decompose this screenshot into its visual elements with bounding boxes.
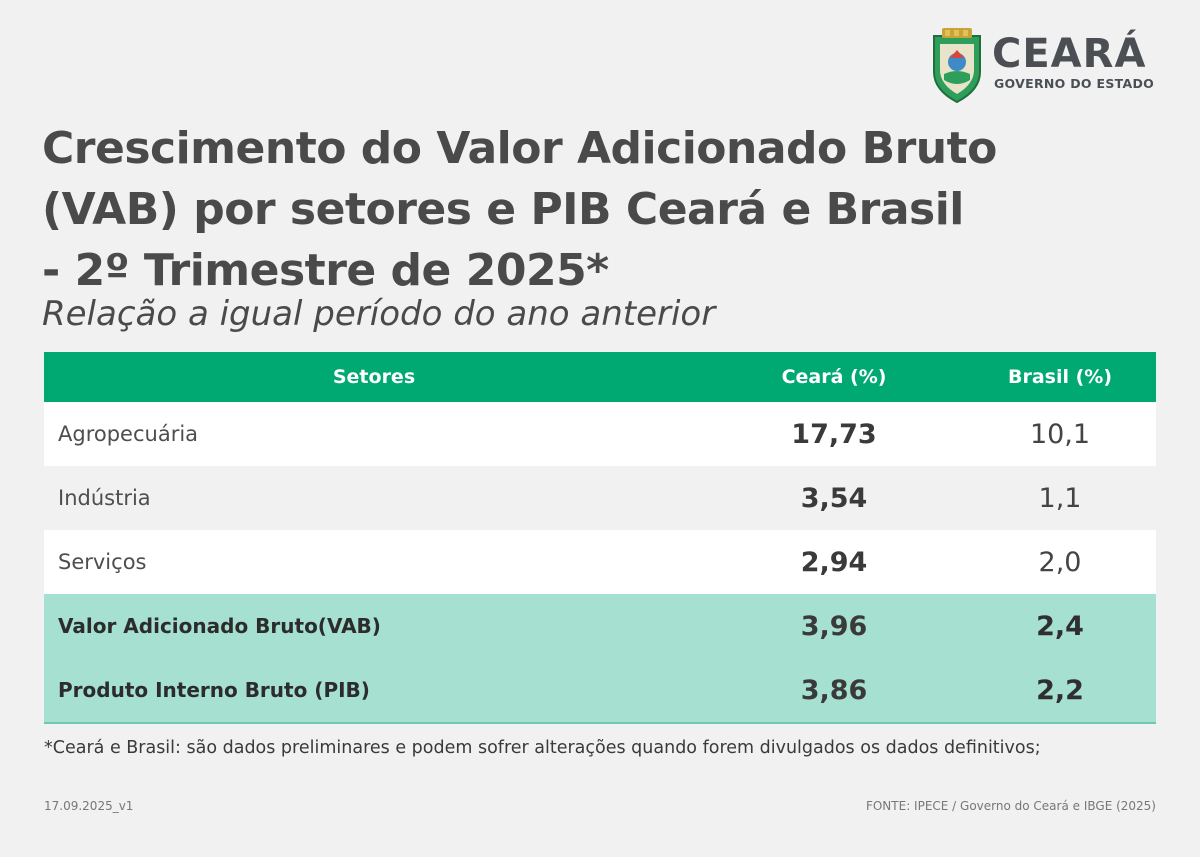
- page-subtitle: Relação a igual período do ano anterior: [42, 294, 716, 334]
- ceara-value: 3,96: [800, 610, 868, 642]
- row-label: Produto Interno Bruto (PIB): [58, 678, 370, 702]
- brasil-value: 1,1: [1038, 482, 1082, 514]
- version-label: 17.09.2025_v1: [44, 799, 134, 813]
- header-setores: Setores: [332, 366, 416, 388]
- row-label: Serviços: [58, 550, 147, 574]
- brasil-value: 2,2: [1036, 674, 1084, 706]
- ceara-value: 17,73: [791, 418, 877, 450]
- page-title: Crescimento do Valor Adicionado Bruto (V…: [42, 118, 1042, 301]
- title-line-2: (VAB) por setores e PIB Ceará e Brasil: [42, 184, 964, 235]
- state-logo: CEARÁ GOVERNO DO ESTADO: [928, 28, 1163, 106]
- brasil-value: 10,1: [1029, 418, 1091, 450]
- header-ceara: Ceará (%): [781, 366, 887, 388]
- source-label: FONTE: IPECE / Governo do Ceará e IBGE (…: [865, 799, 1156, 813]
- table-row: Indústria 3,54 1,1: [44, 466, 1156, 530]
- brasil-value: 2,0: [1038, 546, 1082, 578]
- row-label: Agropecuária: [58, 422, 199, 446]
- row-label: Indústria: [58, 486, 151, 510]
- logo-subtitle: GOVERNO DO ESTADO: [994, 76, 1155, 91]
- row-label: Valor Adicionado Bruto(VAB): [58, 614, 381, 638]
- state-coat-of-arms-icon: [933, 28, 981, 104]
- ceara-value: 2,94: [800, 546, 868, 578]
- ceara-value: 3,86: [800, 674, 868, 706]
- table-header: Setores Ceará (%) Brasil (%): [44, 352, 1156, 402]
- table-row: Agropecuária 17,73 10,1: [44, 402, 1156, 466]
- brasil-value: 2,4: [1036, 610, 1084, 642]
- data-table: Setores Ceará (%) Brasil (%) Agropecuári…: [44, 352, 1156, 724]
- title-line-3: - 2º Trimestre de 2025*: [42, 245, 609, 296]
- title-line-1: Crescimento do Valor Adicionado Bruto: [42, 123, 997, 174]
- logo-title: CEARÁ: [992, 31, 1147, 77]
- ceara-value: 3,54: [800, 482, 868, 514]
- table-row-highlight: Valor Adicionado Bruto(VAB) 3,96 2,4: [44, 594, 1156, 658]
- header-brasil: Brasil (%): [1007, 366, 1113, 388]
- footnote: *Ceará e Brasil: são dados preliminares …: [44, 738, 1041, 758]
- table-row: Serviços 2,94 2,0: [44, 530, 1156, 594]
- table-row-highlight: Produto Interno Bruto (PIB) 3,86 2,2: [44, 658, 1156, 722]
- table-bottom-divider: [44, 722, 1156, 724]
